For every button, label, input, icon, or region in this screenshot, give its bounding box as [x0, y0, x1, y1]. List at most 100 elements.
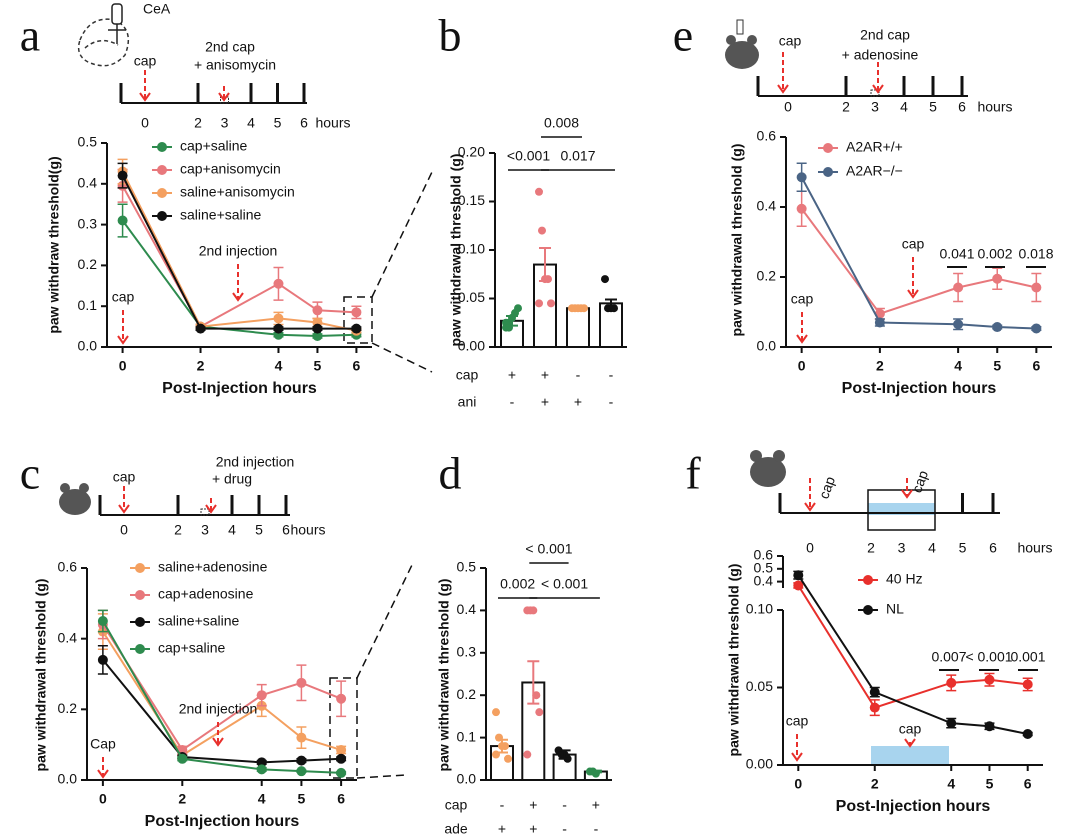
panel-letter: b	[439, 10, 462, 61]
region-label: CeA	[143, 1, 171, 17]
y-tick-label: 0.5	[457, 559, 477, 575]
error-bar	[558, 749, 571, 760]
timeline-label: cap	[815, 474, 838, 501]
data-point	[312, 330, 323, 341]
timeline-tick-label: 2	[842, 99, 850, 115]
annotation: cap	[786, 713, 809, 729]
data-point	[1031, 282, 1042, 293]
data-point	[984, 674, 995, 685]
mouse-ear	[773, 450, 785, 462]
y-tick-label: 0.0	[457, 771, 477, 787]
p-value: 0.018	[1018, 246, 1053, 262]
y-tick-label: 0.00	[746, 756, 773, 772]
y-tick-label: 0.00	[458, 338, 485, 354]
legend-label: saline+anisomycin	[180, 184, 295, 200]
timeline-tick-label: 3	[201, 522, 209, 538]
data-point	[117, 170, 128, 181]
group-label: ade	[444, 821, 468, 837]
x-tick-label: 6	[1032, 358, 1040, 374]
group-sign: -	[500, 797, 505, 813]
x-tick-label: 6	[353, 358, 361, 374]
arrow-head	[232, 292, 244, 302]
timeline-label: 2nd cap	[860, 27, 910, 43]
arrow-head	[218, 92, 230, 102]
x-tick-label: 2	[197, 358, 205, 374]
zoom-box	[329, 677, 358, 779]
timeline-tick-label: 4	[900, 99, 908, 115]
legend-marker	[135, 617, 145, 627]
p-value: 0.002	[977, 246, 1012, 262]
arrow-head	[97, 769, 109, 779]
data-point	[874, 317, 885, 328]
data-point	[492, 708, 500, 717]
panel-letter: f	[685, 448, 701, 499]
arrow-head	[205, 504, 217, 514]
data-point	[296, 766, 307, 777]
group-sign: -	[562, 797, 567, 813]
x-tick-label: 0	[794, 776, 802, 792]
y-tick-label: 0.4	[78, 175, 98, 191]
x-tick-label: 5	[314, 358, 322, 374]
x-tick-label: 4	[954, 358, 962, 374]
data-point	[312, 323, 323, 334]
annotation: Cap	[90, 736, 116, 752]
data-point	[296, 677, 307, 688]
x-tick-label: 4	[275, 358, 283, 374]
electrode-icon	[108, 3, 126, 44]
data-point	[296, 732, 307, 743]
data-point	[296, 755, 307, 766]
data-point	[336, 693, 347, 704]
timeline-label: cap	[779, 33, 802, 49]
data-point	[1031, 323, 1042, 334]
timeline-tick-label: 6	[989, 540, 997, 556]
y-tick-label: 0.3	[78, 215, 98, 231]
data-point	[535, 299, 543, 308]
zoom-box	[343, 296, 373, 344]
data-point	[273, 313, 284, 324]
annotation: cap	[791, 291, 814, 307]
x-tick-label: 4	[947, 776, 955, 792]
timeline-tick-label: 3	[871, 99, 879, 115]
data-point	[514, 304, 522, 313]
panel-letter: c	[20, 448, 40, 499]
x-axis-title: Post-Injection hours	[842, 380, 997, 397]
legend-label: A2AR+/+	[846, 139, 903, 155]
p-value: < 0.001	[541, 576, 588, 592]
group-sign: +	[541, 367, 549, 383]
y-tick-label: 0.4	[754, 572, 774, 588]
legend-label: saline+saline	[158, 613, 240, 629]
legend-marker	[135, 590, 145, 600]
legend-label: cap+adenosine	[158, 586, 254, 602]
group-sign: +	[574, 394, 582, 410]
legend-marker	[863, 575, 873, 585]
mouse-icon	[725, 19, 759, 69]
group-sign: +	[529, 797, 537, 813]
mouse-icon	[59, 483, 91, 515]
data-point	[351, 307, 362, 318]
arrow-head	[796, 334, 808, 344]
y-axis-title: paw withdraw threshold(g)	[46, 156, 62, 333]
y-tick-label: 0.2	[78, 256, 98, 272]
timeline-label: 2nd injection	[216, 454, 295, 470]
y-tick-label: 0.3	[457, 644, 477, 660]
x-axis-title: Post-Injection hours	[162, 380, 317, 397]
timeline-label: + adenosine	[842, 47, 919, 63]
x-tick-label: 5	[298, 791, 306, 807]
timeline-tick-label: 0	[806, 540, 814, 556]
timeline-tick-label: 2	[174, 522, 182, 538]
arrow-head	[777, 84, 789, 94]
data-point	[312, 305, 323, 316]
x-tick-label: 2	[876, 358, 884, 374]
annotation: cap	[112, 289, 135, 305]
data-point	[538, 226, 546, 235]
timeline-tick-label: 6	[282, 522, 290, 538]
panel-letter: e	[673, 10, 693, 61]
legend-marker	[823, 167, 833, 177]
timeline-tick-label: 3	[898, 540, 906, 556]
legend-marker	[157, 188, 167, 198]
data-point	[992, 322, 1003, 333]
group-sign: +	[541, 394, 549, 410]
annotation: 2nd injection	[199, 243, 278, 259]
p-value: 0.002	[500, 576, 535, 592]
mouse-ear	[747, 35, 757, 45]
